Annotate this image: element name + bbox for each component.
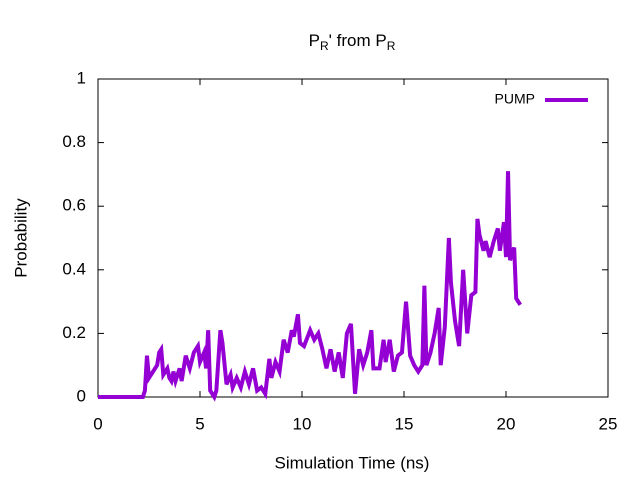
title-subscript: R xyxy=(320,39,329,53)
x-tick-label: 10 xyxy=(293,414,312,433)
y-axis-label: Probability xyxy=(11,198,30,278)
y-tick-label: 0 xyxy=(77,386,86,405)
y-tick-label: 1 xyxy=(77,68,86,87)
plot-frame xyxy=(97,78,609,398)
legend-label: PUMP xyxy=(495,91,535,107)
x-tick-label: 15 xyxy=(395,414,414,433)
x-tick-label: 20 xyxy=(497,414,516,433)
y-tick-label: 0.4 xyxy=(62,259,86,278)
x-tick-label: 25 xyxy=(599,414,618,433)
x-tick-label: 0 xyxy=(93,414,102,433)
title-part: ' from P xyxy=(329,31,387,50)
title-part: P xyxy=(309,31,320,50)
x-tick-label: 5 xyxy=(195,414,204,433)
x-axis-label: Simulation Time (ns) xyxy=(275,453,430,472)
data-line xyxy=(98,171,522,402)
y-tick-label: 0.2 xyxy=(62,323,86,342)
title-subscript: R xyxy=(387,39,396,53)
y-tick-label: 0.6 xyxy=(62,196,86,215)
y-tick-label: 0.8 xyxy=(62,132,86,151)
chart-title: PR' from PR xyxy=(309,31,396,53)
